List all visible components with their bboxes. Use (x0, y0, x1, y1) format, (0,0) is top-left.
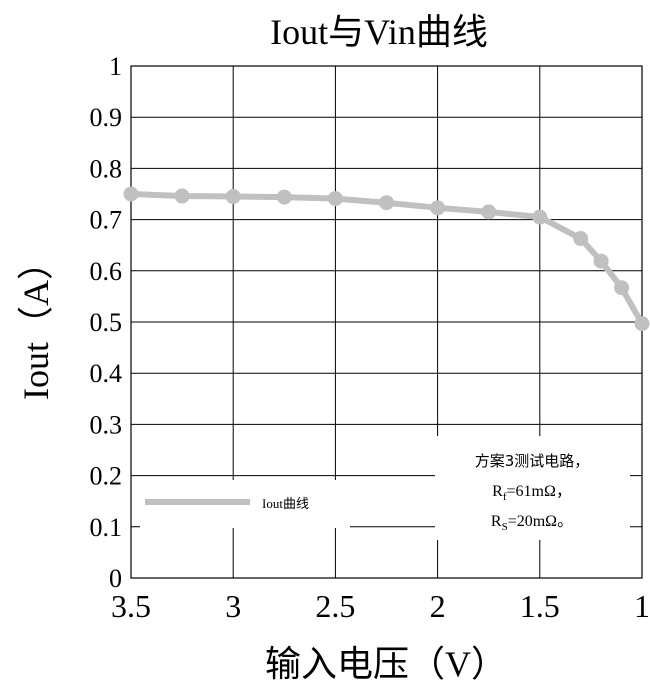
annotation-line2-main: R (492, 483, 503, 500)
data-point (276, 189, 292, 205)
y-axis-label: Iout（A） (16, 244, 56, 400)
annotation-line1: 方案3测试电路， (475, 452, 590, 470)
data-point (430, 200, 446, 216)
series-group (123, 186, 650, 332)
y-tick-label: 0.9 (90, 103, 123, 132)
data-point (174, 188, 190, 204)
data-point (379, 195, 394, 211)
y-tick-label: 0.4 (90, 359, 123, 388)
data-point (225, 189, 241, 205)
annotation-line2-rest: =61mΩ， (506, 483, 571, 500)
data-point (614, 280, 630, 296)
grid (130, 65, 643, 579)
annotation-line3-rest: =20mΩ。 (508, 513, 573, 530)
data-point (593, 253, 609, 269)
y-tick-label: 0.1 (90, 513, 123, 542)
y-tick-label: 0.6 (90, 257, 123, 286)
x-tick-label: 2.5 (315, 588, 355, 624)
legend-label: Iout曲线 (262, 496, 309, 511)
data-point (481, 204, 497, 220)
annotation-line3-sub: S (502, 521, 508, 533)
x-tick-label: 1 (634, 588, 650, 624)
y-tick-labels: 0 0.1 0.2 0.3 0.4 0.5 0.6 0.7 0.8 0.9 1 (90, 52, 123, 593)
y-tick-label: 1 (109, 52, 122, 81)
data-point (123, 186, 139, 202)
data-point (634, 316, 650, 332)
x-tick-label: 2 (430, 588, 446, 624)
annotation-line3: RS=20mΩ。 (491, 513, 573, 533)
legend: Iout曲线 (140, 480, 350, 528)
annotation-box (435, 436, 630, 540)
x-tick-label: 3.5 (111, 588, 151, 624)
x-axis-label: 输入电压（V） (265, 644, 507, 684)
x-tick-label: 3 (225, 588, 241, 624)
data-point (532, 209, 548, 225)
annotation-line3-main: R (491, 513, 502, 530)
y-tick-label: 0.8 (90, 154, 123, 183)
y-tick-label: 0.5 (90, 308, 123, 337)
data-point (573, 231, 589, 247)
x-tick-label: 1.5 (520, 588, 560, 624)
y-tick-label: 0.7 (90, 206, 123, 235)
y-tick-label: 0.2 (90, 462, 123, 491)
data-point (327, 191, 343, 207)
annotation-line2-sub: f (503, 491, 507, 503)
annotation-line2: Rf=61mΩ， (492, 483, 572, 503)
chart-title: Iout与Vin曲线 (270, 12, 488, 52)
y-tick-label: 0 (109, 564, 122, 593)
x-tick-labels: 3.5 3 2.5 2 1.5 1 (111, 588, 650, 624)
y-tick-label: 0.3 (90, 410, 123, 439)
annotation: 方案3测试电路， Rf=61mΩ， RS=20mΩ。 (435, 436, 630, 540)
